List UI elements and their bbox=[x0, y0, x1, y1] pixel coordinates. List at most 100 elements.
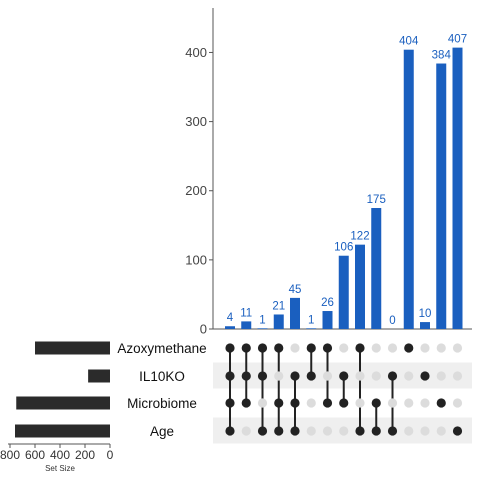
set-label: Age bbox=[150, 424, 174, 439]
matrix-dot-active bbox=[322, 343, 333, 353]
matrix-dot-inactive bbox=[371, 371, 381, 381]
matrix-dot-inactive bbox=[274, 371, 284, 381]
matrix-dot-active bbox=[241, 343, 251, 353]
y-tick-label: 300 bbox=[185, 114, 207, 129]
matrix-dot-inactive bbox=[306, 426, 316, 436]
intersection-bar-label: 122 bbox=[350, 231, 369, 243]
y-tick-label: 400 bbox=[185, 45, 207, 60]
matrix-dot-active bbox=[241, 371, 251, 381]
matrix-dot-inactive bbox=[436, 371, 446, 381]
matrix-dot-active bbox=[339, 398, 349, 408]
set-labels: Azoxymethane IL10KO Microbiome Age bbox=[117, 341, 206, 439]
intersection-bar bbox=[403, 49, 414, 330]
matrix-dot-active bbox=[420, 371, 430, 381]
intersection-bar bbox=[257, 328, 268, 329]
matrix-dot-active bbox=[355, 343, 365, 353]
matrix-dot-inactive bbox=[387, 343, 398, 353]
intersection-bar bbox=[371, 208, 382, 329]
matrix-dot-inactive bbox=[436, 426, 446, 436]
intersection-bar bbox=[338, 255, 349, 329]
y-tick-label: 100 bbox=[185, 252, 207, 267]
matrix-dot-active bbox=[452, 426, 463, 436]
intersection-bar bbox=[452, 47, 463, 330]
matrix-dot-active bbox=[339, 371, 349, 381]
intersection-bars bbox=[225, 47, 463, 330]
matrix-dot-active bbox=[290, 426, 300, 436]
set-size-bar bbox=[35, 341, 110, 355]
matrix-dot-active bbox=[257, 343, 268, 353]
matrix-dot-active bbox=[306, 343, 316, 353]
matrix-dot-inactive bbox=[452, 371, 463, 381]
matrix-dot-active bbox=[274, 398, 284, 408]
intersection-bar-label: 26 bbox=[321, 297, 334, 309]
set-size-bars bbox=[15, 341, 110, 438]
intersection-bar bbox=[290, 297, 300, 329]
set-size-tick-label: 0 bbox=[107, 448, 114, 462]
matrix-dot-inactive bbox=[452, 398, 463, 408]
set-label: Microbiome bbox=[127, 396, 197, 411]
set-size-axis: 800 600 400 200 0 Set Size bbox=[0, 443, 114, 473]
matrix-dot-inactive bbox=[339, 343, 349, 353]
matrix-dot-active bbox=[225, 398, 235, 408]
matrix-dot-active bbox=[387, 371, 398, 381]
y-tick-label: 0 bbox=[200, 322, 207, 337]
matrix-dot-active bbox=[225, 426, 235, 436]
matrix-dot-active bbox=[322, 398, 333, 408]
set-label: Azoxymethane bbox=[117, 341, 206, 356]
matrix-dot-active bbox=[241, 398, 251, 408]
intersection-bar-label: 1 bbox=[308, 314, 314, 326]
matrix-dot-inactive bbox=[371, 343, 381, 353]
matrix-dot-active bbox=[257, 426, 268, 436]
intersection-bar-label: 175 bbox=[367, 194, 386, 206]
intersection-bar-label: 407 bbox=[448, 34, 467, 46]
intersection-bar-label: 0 bbox=[389, 315, 395, 327]
matrix-dot-inactive bbox=[290, 343, 300, 353]
set-size-bar bbox=[15, 424, 110, 438]
matrix-dot-active bbox=[274, 343, 284, 353]
matrix-dot-inactive bbox=[355, 371, 365, 381]
matrix-dot-inactive bbox=[420, 398, 430, 408]
set-size-bar bbox=[88, 369, 110, 383]
matrix-dot-active bbox=[257, 371, 268, 381]
intersection-bar bbox=[241, 321, 252, 329]
matrix-dot-active bbox=[290, 371, 300, 381]
matrix-dot-active bbox=[274, 426, 284, 436]
intersection-bar-label: 10 bbox=[419, 308, 432, 320]
matrix-dot-active bbox=[436, 398, 446, 408]
intersection-bar-label: 404 bbox=[399, 36, 419, 48]
intersection-matrix bbox=[225, 343, 463, 436]
intersection-bar bbox=[355, 244, 365, 329]
matrix-dot-inactive bbox=[404, 398, 414, 408]
intersection-bar-label: 1 bbox=[259, 314, 265, 326]
matrix-dot-inactive bbox=[452, 343, 463, 353]
matrix-dot-inactive bbox=[420, 343, 430, 353]
intersection-bar bbox=[436, 63, 447, 329]
set-label: IL10KO bbox=[139, 369, 185, 384]
set-size-bar bbox=[16, 396, 110, 410]
matrix-dot-active bbox=[306, 371, 316, 381]
intersection-bar-label: 45 bbox=[289, 284, 302, 296]
intersection-bar bbox=[306, 328, 317, 329]
matrix-dot-active bbox=[387, 426, 398, 436]
intersection-bar-label: 21 bbox=[272, 300, 285, 312]
intersection-bar-label: 384 bbox=[432, 50, 452, 62]
matrix-dot-active bbox=[355, 426, 365, 436]
matrix-dot-active bbox=[225, 343, 235, 353]
matrix-dot-inactive bbox=[387, 398, 398, 408]
matrix-dot-inactive bbox=[257, 398, 268, 408]
matrix-dot-active bbox=[290, 398, 300, 408]
set-size-tick-label: 800 bbox=[0, 448, 20, 462]
matrix-dot-inactive bbox=[420, 426, 430, 436]
matrix-dot-inactive bbox=[404, 371, 414, 381]
matrix-dot-active bbox=[225, 371, 235, 381]
matrix-dot-active bbox=[371, 426, 381, 436]
matrix-dot-inactive bbox=[322, 371, 333, 381]
set-size-tick-label: 600 bbox=[25, 448, 45, 462]
intersection-bar-label: 4 bbox=[227, 312, 234, 324]
y-tick-label: 200 bbox=[185, 183, 207, 198]
matrix-dot-inactive bbox=[306, 398, 316, 408]
intersection-bar bbox=[420, 322, 430, 329]
matrix-dot-inactive bbox=[436, 343, 446, 353]
